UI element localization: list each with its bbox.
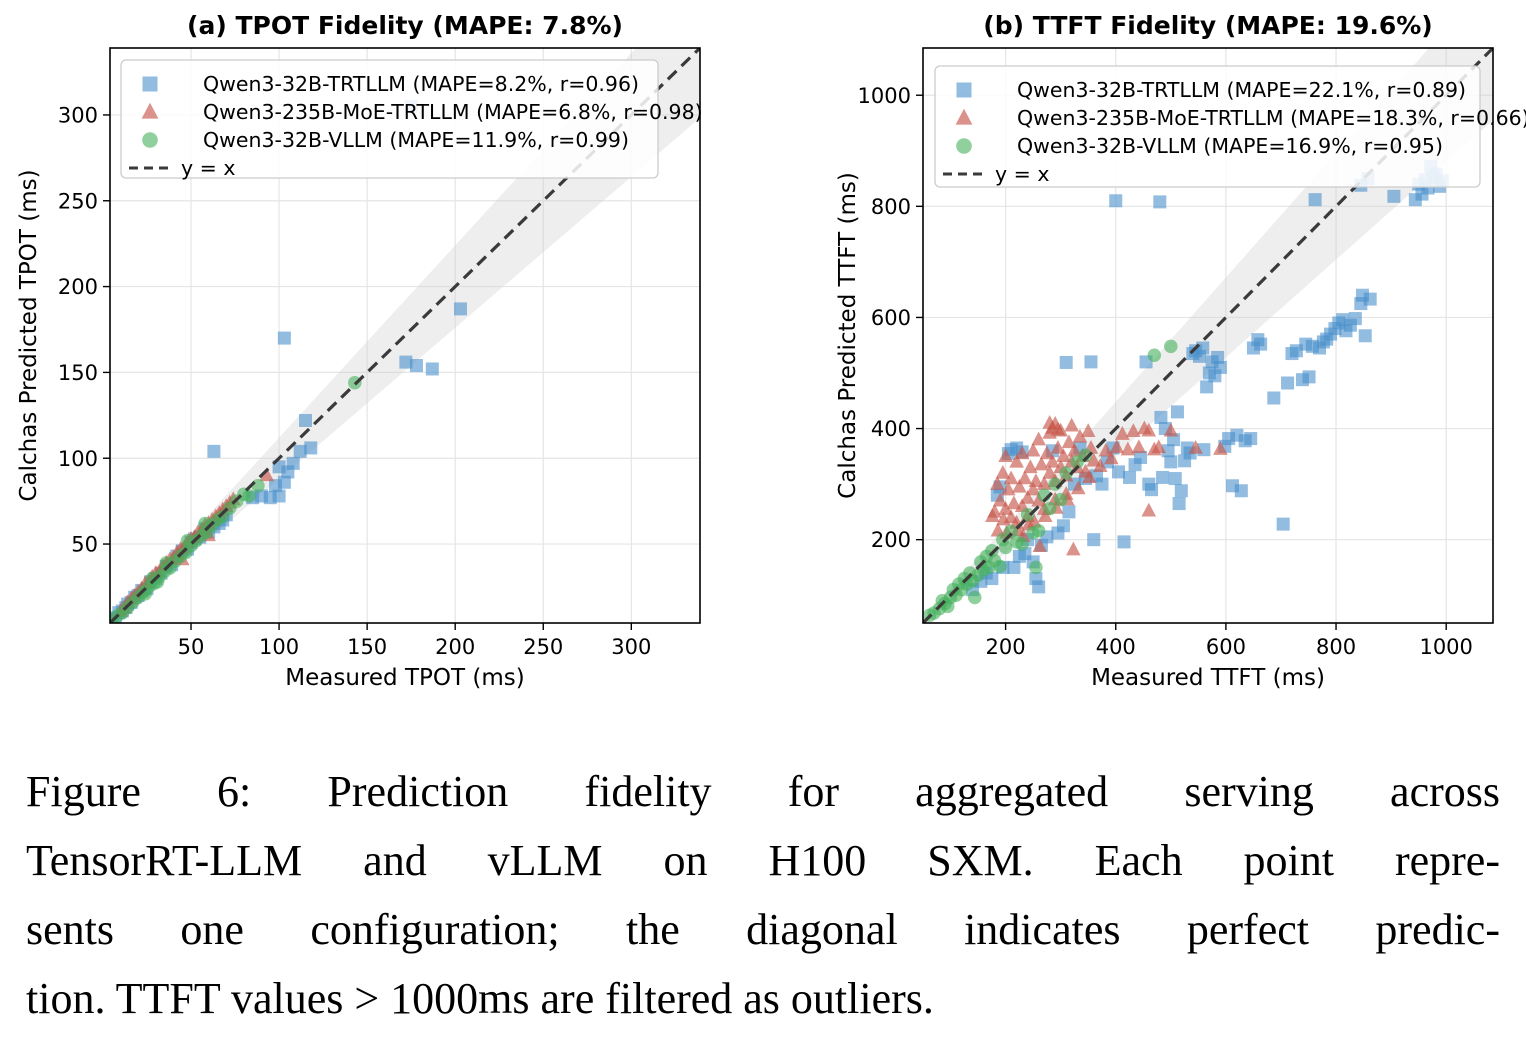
svg-text:Qwen3-235B-MoE-TRTLLM (MAPE=6.: Qwen3-235B-MoE-TRTLLM (MAPE=6.8%, r=0.98… (203, 100, 703, 124)
x-axis-label: Measured TPOT (ms) (285, 665, 524, 691)
svg-text:400: 400 (1096, 635, 1136, 659)
caption-line-1: Figure 6: Prediction fidelity for aggreg… (26, 767, 1500, 816)
ttft-fidelity-chart: 200 200 400 400 600 600 800 800 1000 1000 (b) TTFT… (763, 0, 1526, 705)
axis-ticks: 200 200 400 400 600 600 800 800 1000 1000 (858, 84, 1473, 659)
svg-text:Qwen3-32B-TRTLLM (MAPE=8.2%, r: Qwen3-32B-TRTLLM (MAPE=8.2%, r=0.96) (203, 72, 639, 96)
svg-text:100: 100 (259, 635, 299, 659)
y-axis-label: Calchas Predicted TPOT (ms) (16, 169, 42, 501)
svg-text:250: 250 (523, 635, 563, 659)
svg-text:200: 200 (986, 635, 1026, 659)
svg-text:400: 400 (871, 417, 911, 441)
svg-text:200: 200 (58, 275, 98, 299)
figure-caption: Figure 6: Prediction fidelity for aggreg… (0, 705, 1526, 1033)
ttft-fidelity-plot-svg: 200 200 400 400 600 600 800 800 1000 1000 (b) TTFT… (835, 11, 1526, 691)
axis-ticks: 50 50 100 100 150 150 200 200 250 250 300 300 (58, 104, 651, 659)
tpot-fidelity-plot-svg: 50 50 100 100 150 150 200 200 250 250 300 300 (a) TP… (16, 11, 703, 691)
svg-text:600: 600 (1206, 635, 1246, 659)
svg-text:150: 150 (347, 635, 387, 659)
svg-text:1000: 1000 (858, 84, 911, 108)
svg-text:Qwen3-32B-TRTLLM (MAPE=22.1%,: Qwen3-32B-TRTLLM (MAPE=22.1%, r=0.89) (1017, 78, 1466, 102)
caption-line-4: tion. TTFT values > 1000ms are filtered … (26, 974, 934, 1023)
svg-text:800: 800 (1316, 635, 1356, 659)
svg-text:300: 300 (58, 104, 98, 128)
legend: Qwen3-32B-TRTLLM (MAPE=22.1%, r=0.89) Qwe… (934, 65, 1526, 188)
plot-title: (b) TTFT Fidelity (MAPE: 19.6%) (983, 11, 1432, 40)
svg-text:600: 600 (871, 306, 911, 330)
svg-text:200: 200 (435, 635, 475, 659)
svg-text:y = x: y = x (181, 156, 235, 180)
plot-title: (a) TPOT Fidelity (MAPE: 7.8%) (187, 11, 623, 40)
caption-line-3: sents one configuration; the diagonal in… (26, 905, 1500, 954)
svg-text:50: 50 (71, 533, 98, 557)
svg-text:250: 250 (58, 189, 98, 213)
y-axis-label: Calchas Predicted TTFT (ms) (835, 172, 861, 499)
caption-line-2: TensorRT-LLM and vLLM on H100 SXM. Each … (26, 836, 1500, 885)
svg-text:Qwen3-32B-VLLM (MAPE=16.9%, r=: Qwen3-32B-VLLM (MAPE=16.9%, r=0.95) (1017, 134, 1443, 158)
x-axis-label: Measured TTFT (ms) (1091, 665, 1325, 691)
svg-text:100: 100 (58, 447, 98, 471)
svg-text:300: 300 (611, 635, 651, 659)
svg-text:Qwen3-235B-MoE-TRTLLM (MAPE=18: Qwen3-235B-MoE-TRTLLM (MAPE=18.3%, r=0.6… (1017, 106, 1526, 130)
svg-text:1000: 1000 (1419, 635, 1472, 659)
svg-text:800: 800 (871, 195, 911, 219)
svg-text:150: 150 (58, 361, 98, 385)
svg-text:y = x: y = x (995, 162, 1049, 186)
legend: Qwen3-32B-TRTLLM (MAPE=8.2%, r=0.96) Qwen… (120, 59, 703, 180)
tpot-fidelity-chart: 50 50 100 100 150 150 200 200 250 250 300 300 (a) TP… (0, 0, 763, 705)
svg-text:Qwen3-32B-VLLM (MAPE=11.9%, r=: Qwen3-32B-VLLM (MAPE=11.9%, r=0.99) (203, 128, 629, 152)
svg-text:50: 50 (178, 635, 205, 659)
svg-text:200: 200 (871, 528, 911, 552)
figure-plots: 50 50 100 100 150 150 200 200 250 250 300 300 (a) TP… (0, 0, 1526, 705)
